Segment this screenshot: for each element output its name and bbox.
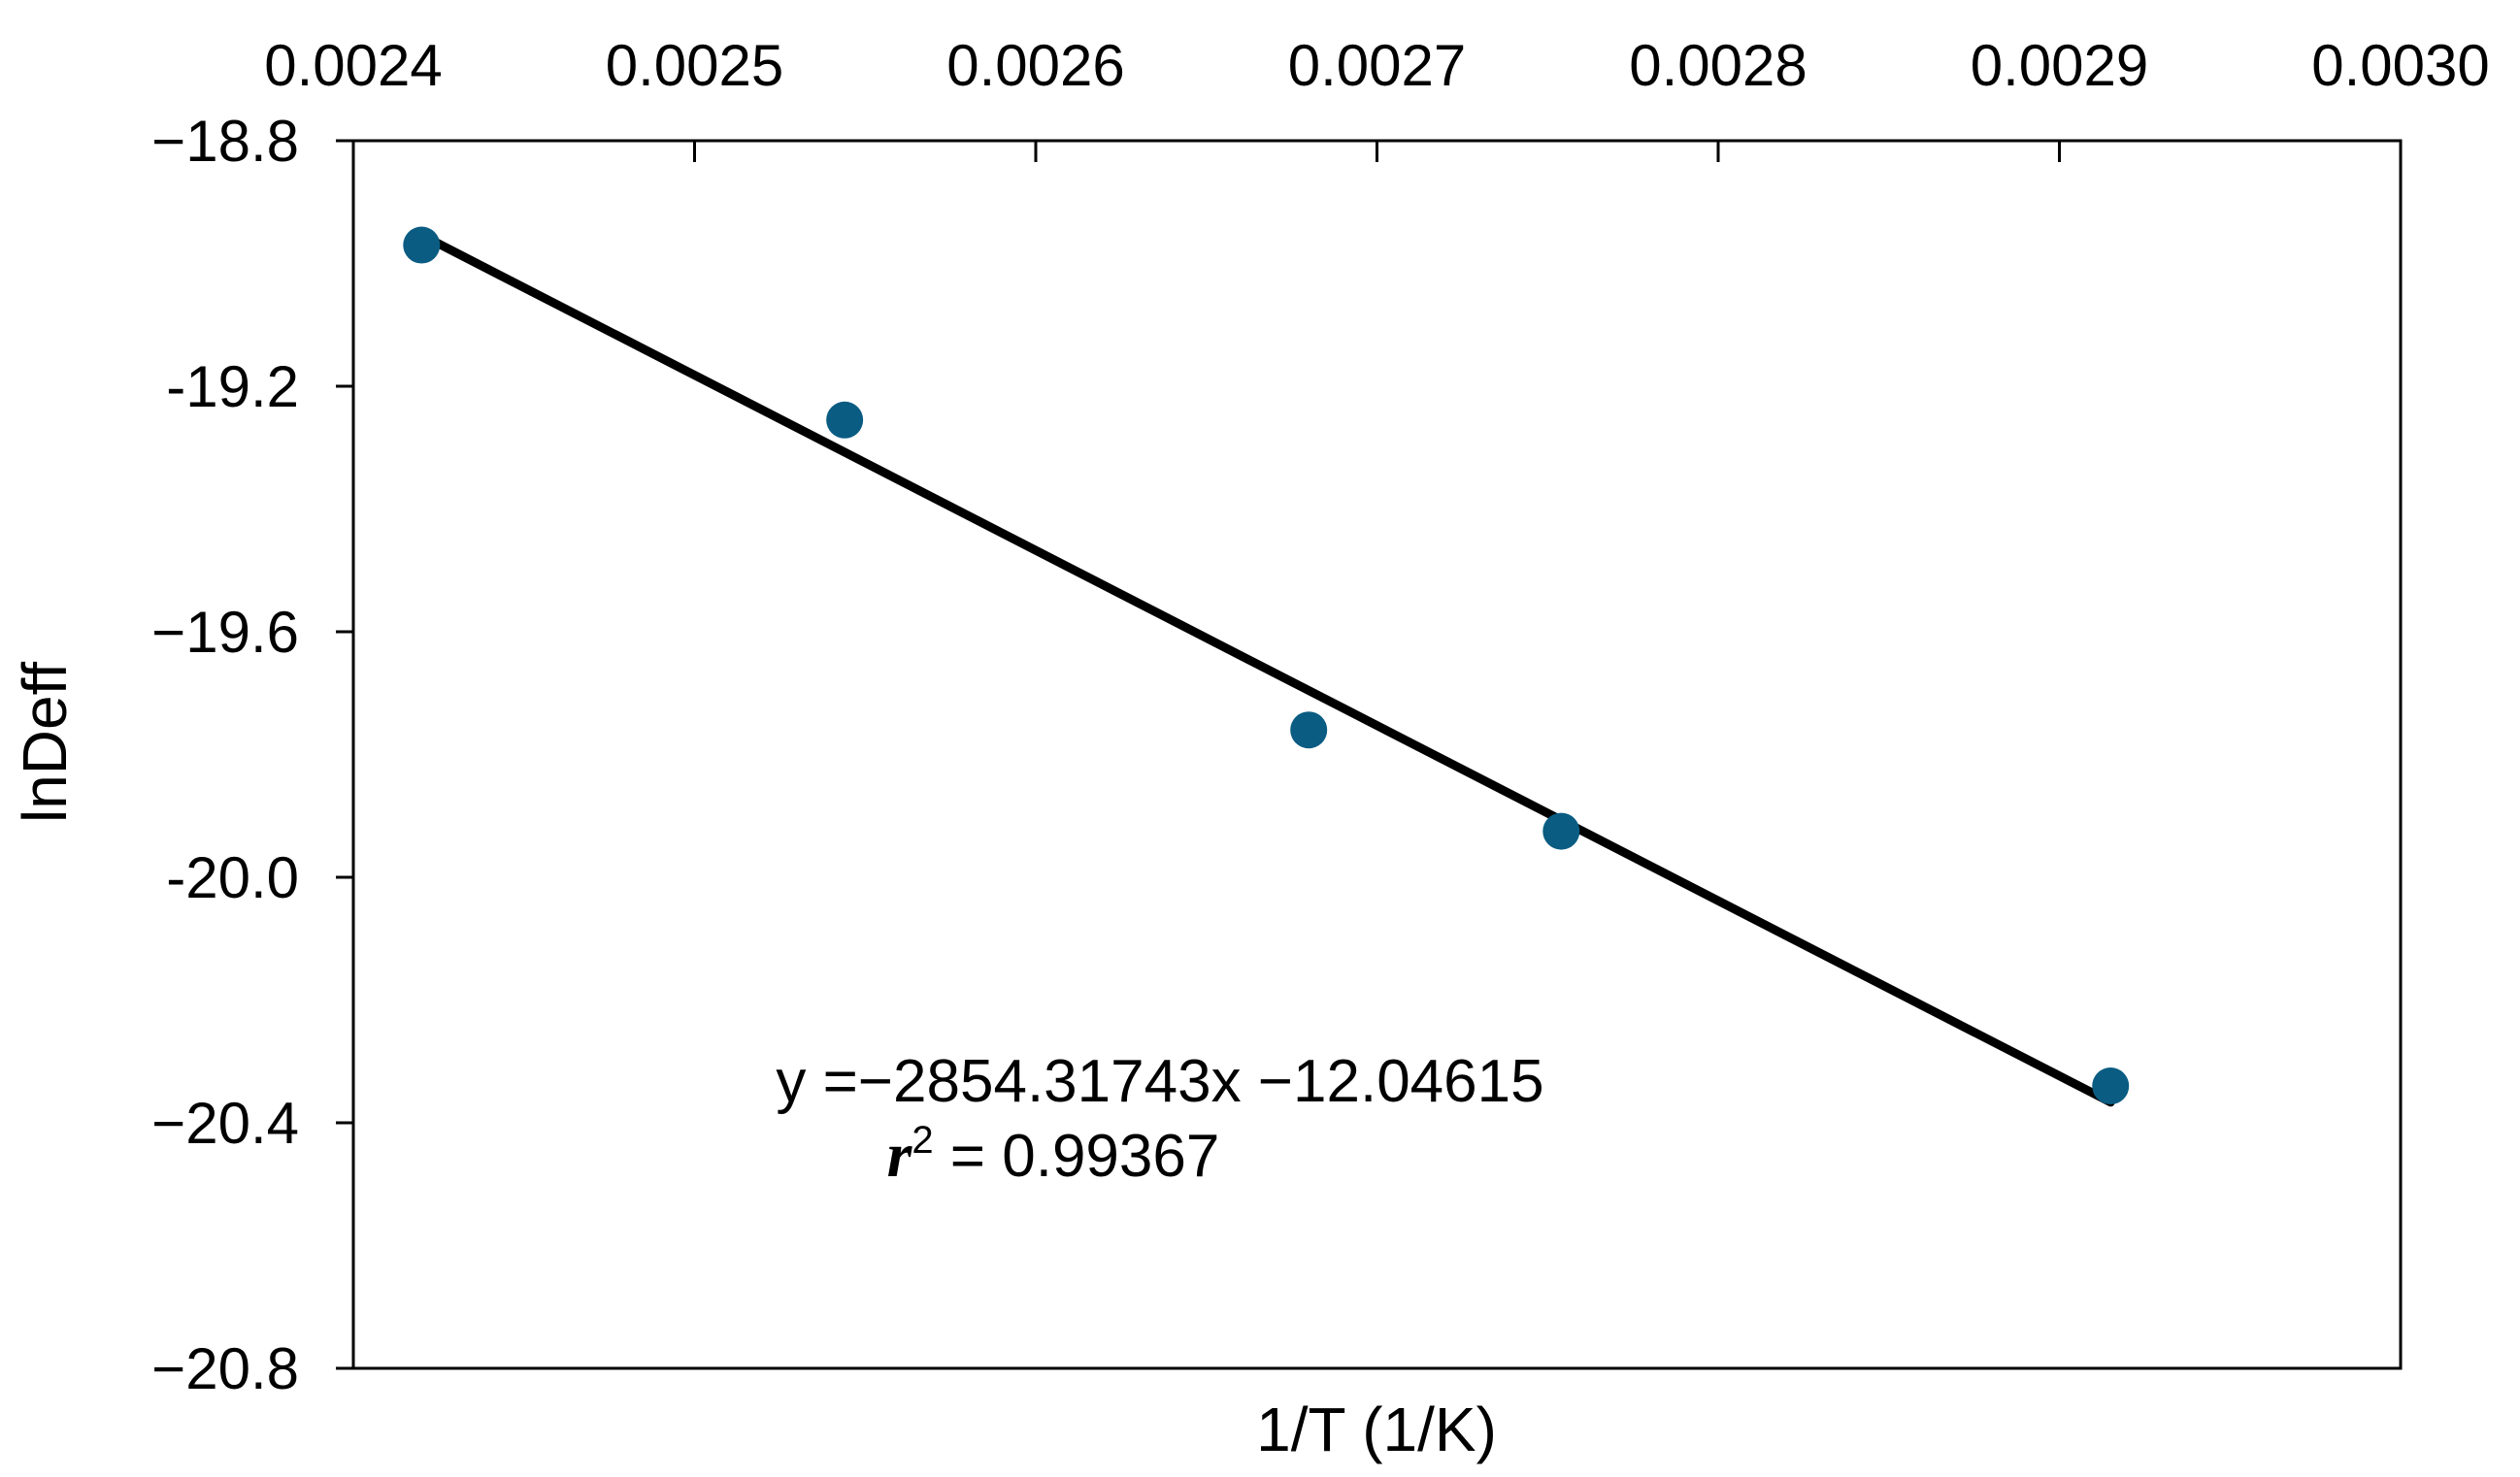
trendline-layer bbox=[416, 230, 2115, 1107]
x-tick-label: 0.0028 bbox=[1629, 33, 1807, 98]
y-axis-title: lnDeff bbox=[10, 662, 80, 823]
x-tick-label: 0.0029 bbox=[1971, 33, 2149, 98]
trendline bbox=[416, 230, 2115, 1107]
x-tick-label: 0.0025 bbox=[606, 33, 784, 98]
x-axis-title: 1/T (1/K) bbox=[1256, 1395, 1497, 1464]
r-value: = 0.99367 bbox=[934, 1123, 1220, 1190]
y-tick-label: -19.2 bbox=[166, 354, 299, 419]
data-point bbox=[403, 226, 441, 264]
y-tick-label: −19.6 bbox=[151, 600, 299, 665]
y-tick-label: −20.8 bbox=[151, 1336, 299, 1401]
x-tick-label: 0.0024 bbox=[264, 33, 443, 98]
r-superscript: 2 bbox=[912, 1119, 933, 1162]
y-tick-label: −18.8 bbox=[151, 109, 299, 174]
data-point bbox=[1290, 711, 1328, 749]
y-axis: −18.8 -19.2 −19.6 -20.0 −20.4 −20.8 bbox=[151, 109, 353, 1401]
x-axis: 0.0024 0.0025 0.0026 0.0027 0.0028 0.0029 0.00… bbox=[264, 33, 2490, 162]
data-points bbox=[403, 226, 2130, 1105]
y-tick-label: −20.4 bbox=[151, 1091, 299, 1156]
x-tick-label: 0.0027 bbox=[1288, 33, 1467, 98]
y-tick-label: -20.0 bbox=[166, 845, 299, 910]
data-point bbox=[826, 401, 864, 439]
data-point bbox=[1542, 812, 1580, 850]
trendline-equation: y =−2854.31743x −12.04615 bbox=[776, 1048, 1543, 1115]
r-symbol: r bbox=[887, 1120, 913, 1191]
plot-area-frame bbox=[351, 139, 2403, 1370]
x-tick-label: 0.0030 bbox=[2311, 33, 2490, 98]
x-tick-label: 0.0026 bbox=[946, 33, 1125, 98]
data-point bbox=[2092, 1067, 2130, 1105]
r-squared-label: r2 = 0.99367 bbox=[887, 1119, 1220, 1191]
